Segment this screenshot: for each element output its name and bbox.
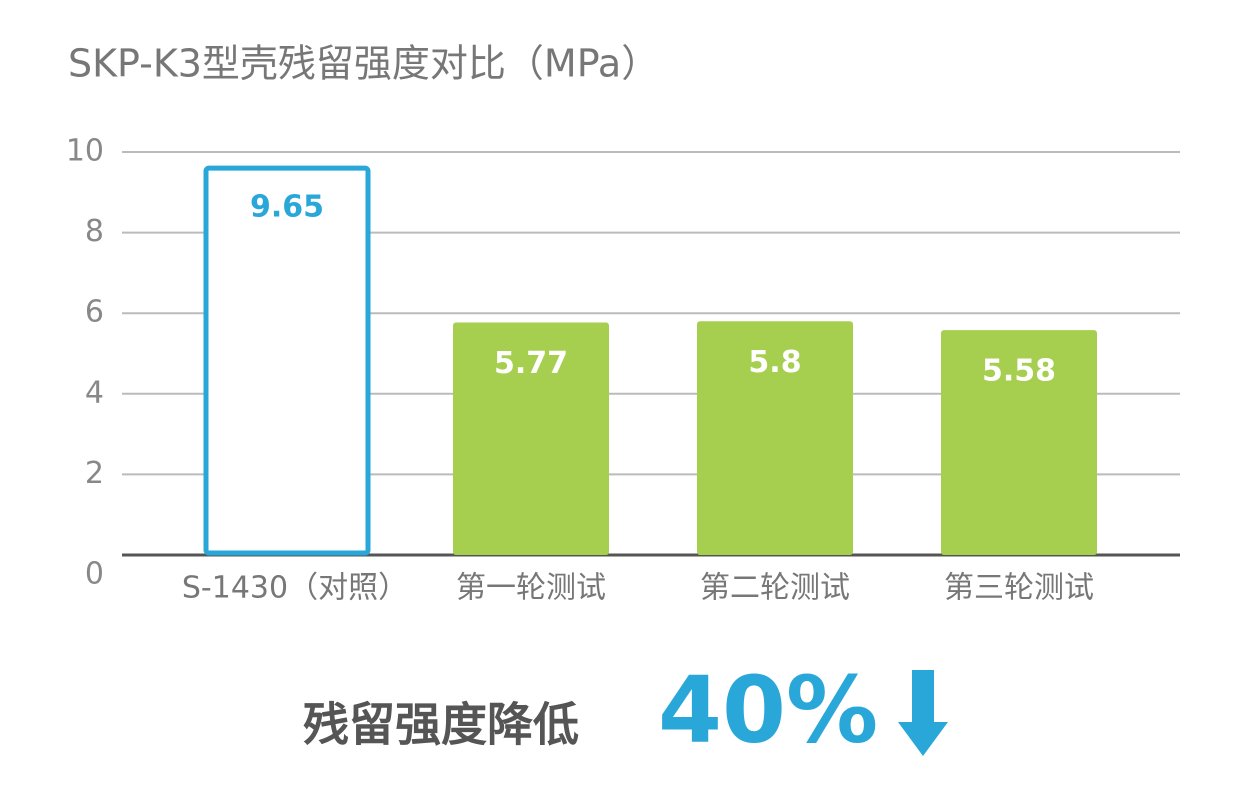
bar (203, 165, 371, 556)
annotation-text: 残留强度降低 (303, 698, 579, 752)
annotation-highlight: 40% (658, 656, 878, 763)
value-label: 5.77 (494, 346, 568, 381)
value-label: 5.8 (748, 345, 801, 380)
down-arrow (898, 670, 948, 756)
y-tick-label: 0 (85, 557, 104, 592)
x-tick-label: 第一轮测试 (456, 571, 606, 606)
y-tick-label: 10 (66, 134, 104, 169)
y-tick-label: 8 (85, 214, 104, 249)
chart-title: SKP-K3型壳残留强度对比（MPa） (68, 42, 659, 86)
y-tick-label: 2 (85, 456, 104, 491)
value-label: 9.65 (250, 190, 324, 225)
bar (697, 321, 853, 555)
x-tick-label: S-1430（对照） (182, 571, 408, 606)
bar (453, 322, 609, 555)
x-tick-label: 第二轮测试 (700, 571, 850, 606)
y-tick-label: 4 (85, 375, 104, 410)
y-tick-label: 6 (85, 295, 104, 330)
value-label: 5.58 (982, 354, 1056, 389)
bar (941, 330, 1097, 555)
x-tick-label: 第三轮测试 (944, 571, 1094, 606)
